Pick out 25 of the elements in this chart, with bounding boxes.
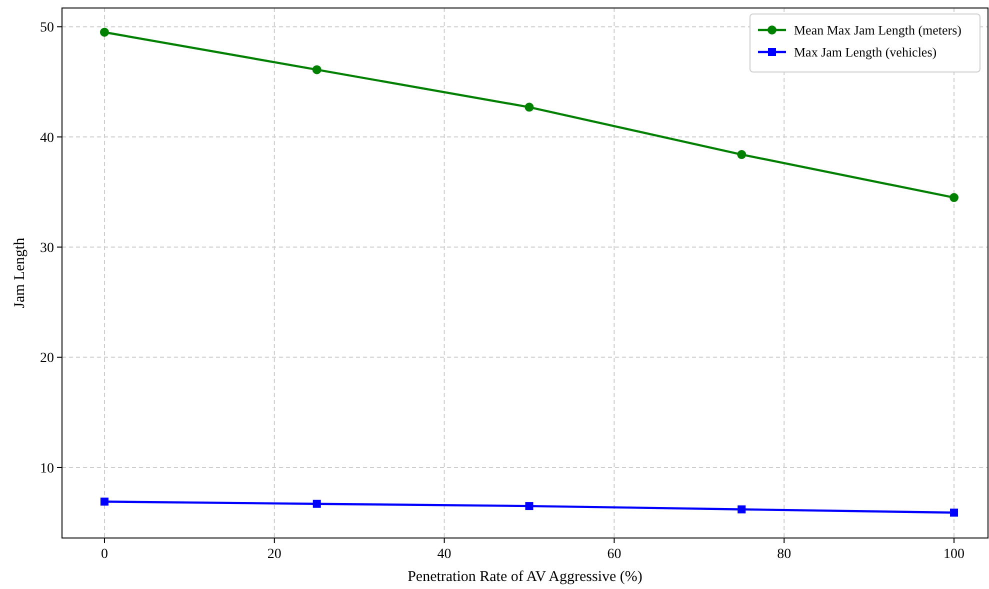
point [738,505,746,514]
point [525,502,534,510]
x-tick-label: 40 [437,547,452,562]
legend-label: Mean Max Jam Length (meters) [794,22,962,38]
x-tick-label: 100 [944,547,965,562]
y-tick-label: 10 [40,461,54,476]
x-tick-label: 60 [607,547,622,562]
x-tick-label: 80 [777,547,792,562]
y-tick-label: 50 [40,20,54,36]
point [312,500,321,508]
y-tick-label: 20 [40,351,54,366]
point [950,193,959,202]
point [100,28,109,37]
point [950,508,958,517]
point [312,65,322,74]
legend-label: Max Jam Length (vehicles) [794,44,937,60]
x-tick-label: 20 [267,547,282,562]
x-tick-label: 0 [100,547,108,562]
x-axis-title: Penetration Rate of AV Aggressive (%) [408,569,642,585]
y-tick-label: 40 [40,130,54,146]
point [737,150,746,160]
point [100,498,108,506]
y-tick-label: 30 [40,241,54,256]
point [524,102,534,112]
y-axis-title: Jam Length [12,237,28,308]
